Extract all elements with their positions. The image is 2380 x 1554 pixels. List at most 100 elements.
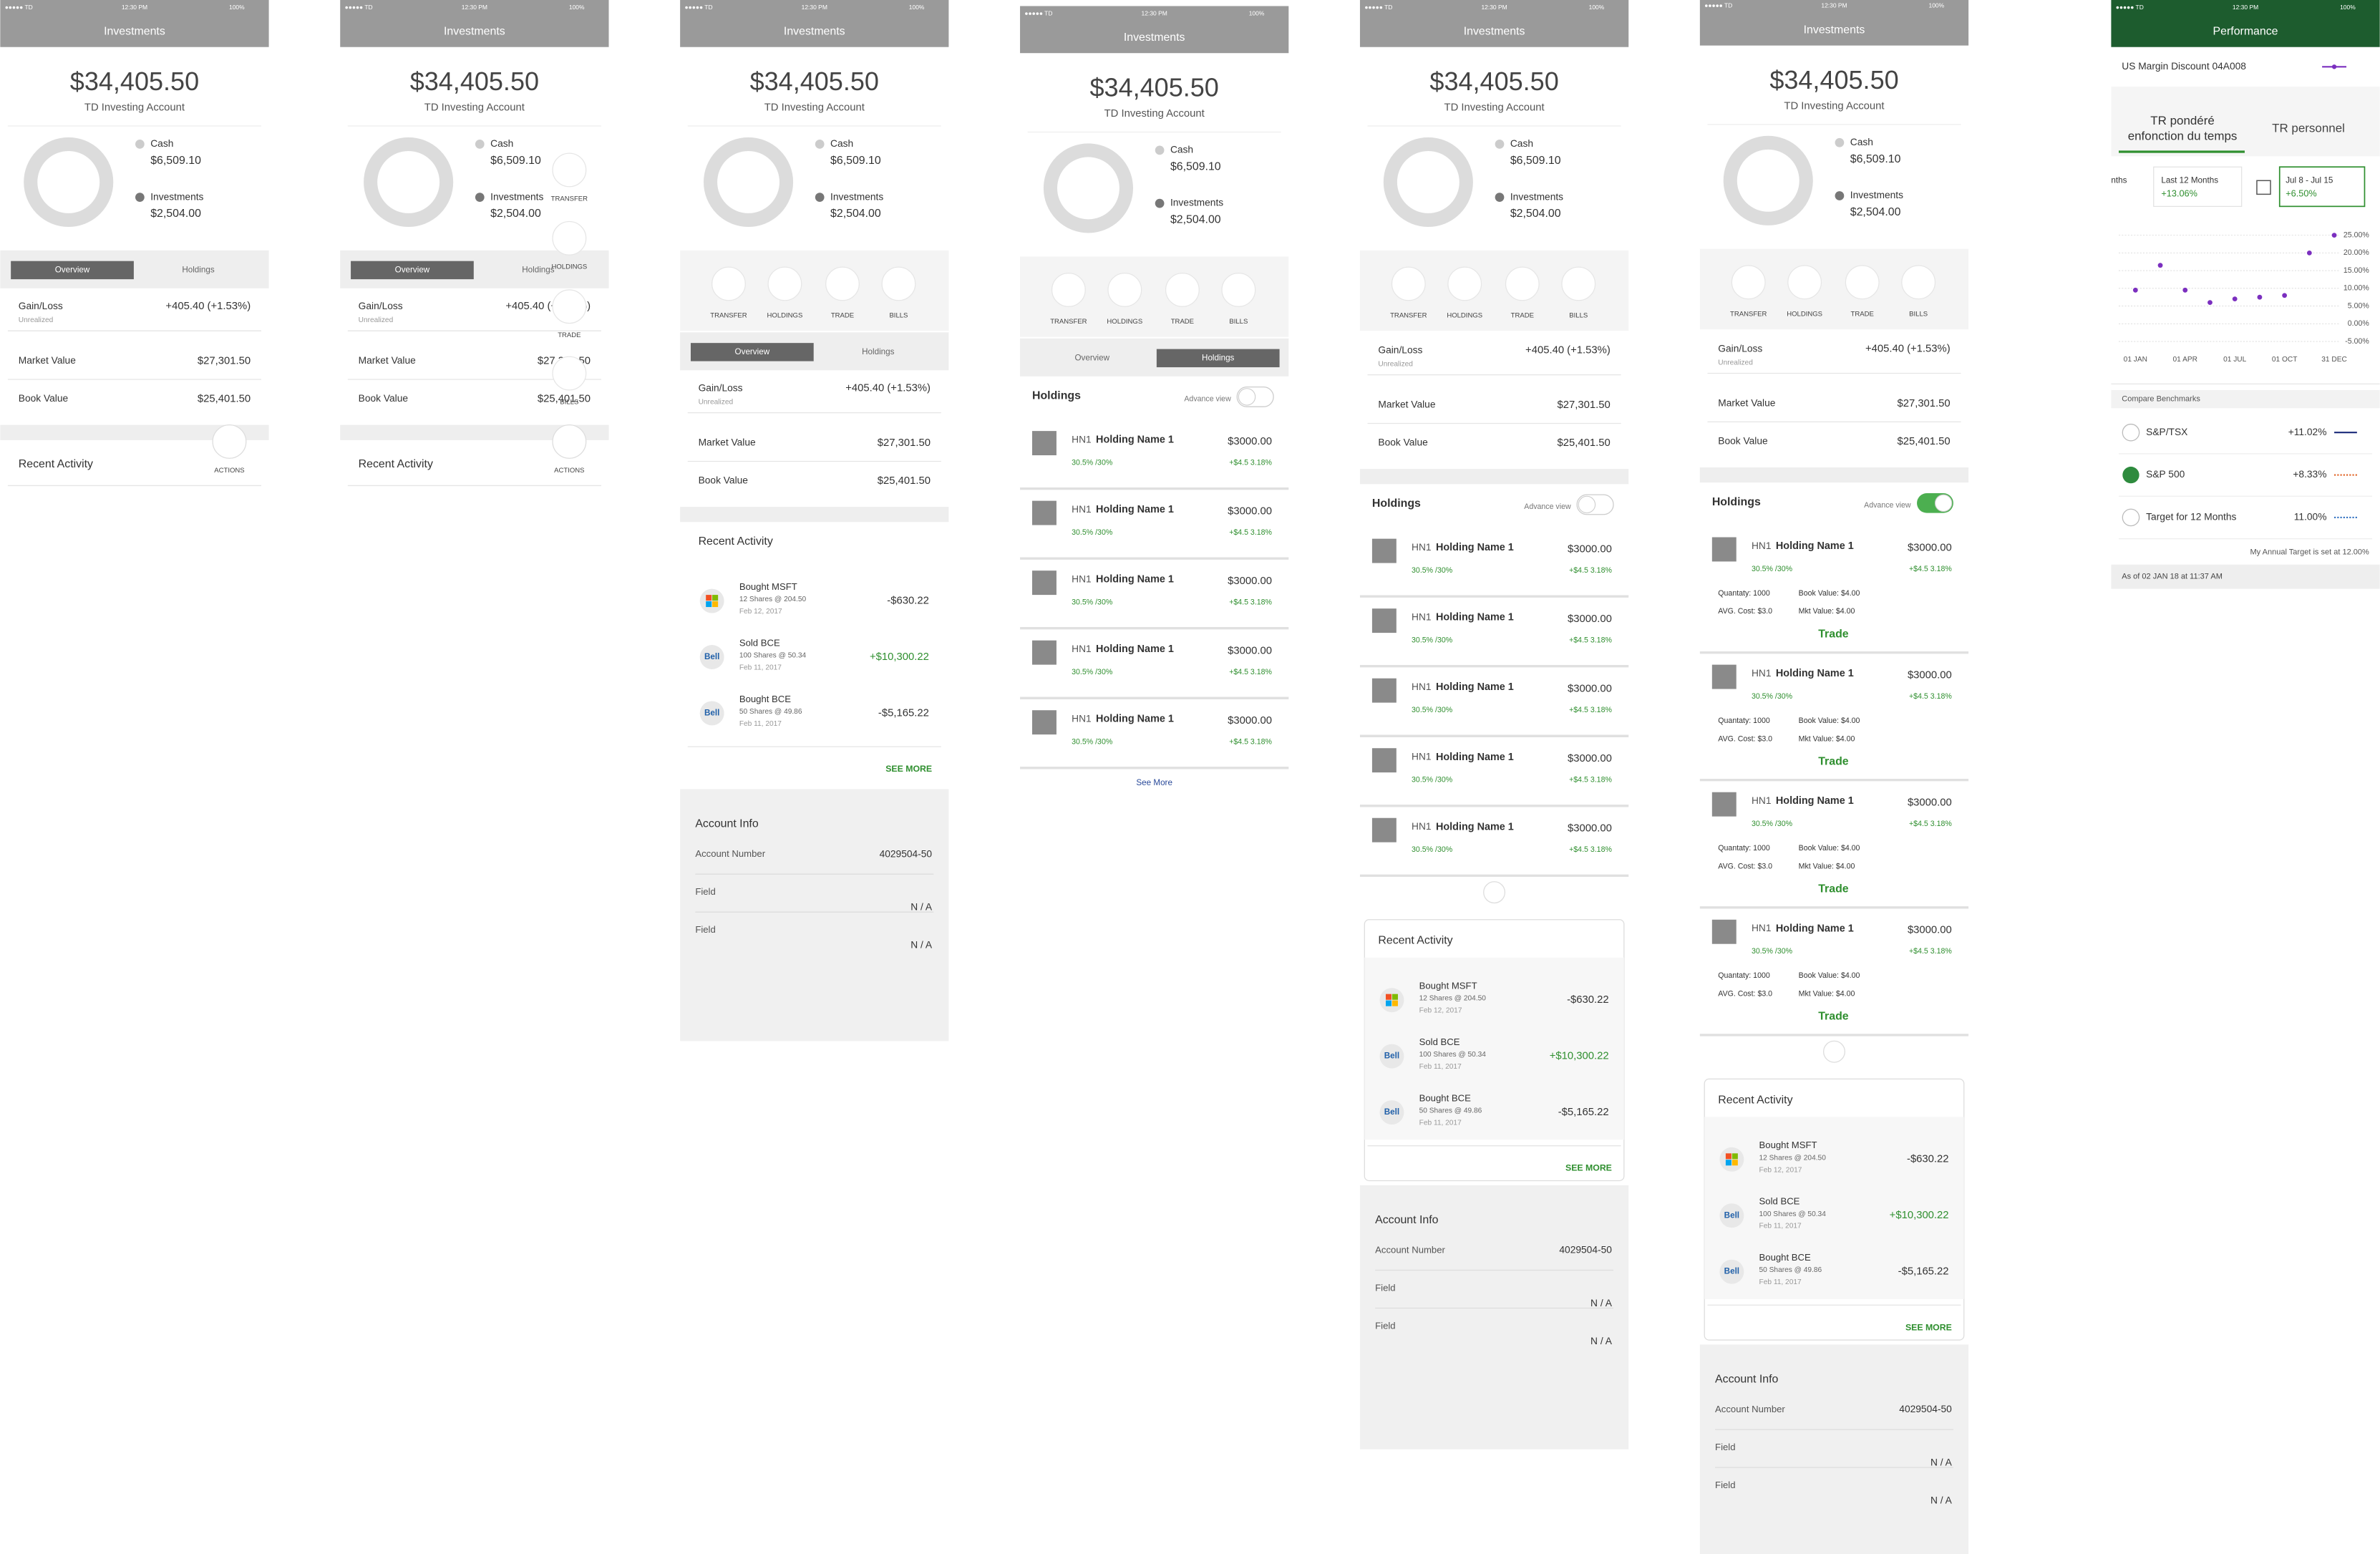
row-value: $25,401.50: [1897, 436, 1950, 447]
action-button[interactable]: [552, 220, 587, 256]
tab-label[interactable]: Holdings: [182, 265, 215, 274]
benchmark-name: S&P/TSX: [2146, 427, 2187, 437]
action-button[interactable]: [552, 152, 587, 188]
holding-code: HN1: [1412, 681, 1432, 692]
tab-label[interactable]: Holdings: [522, 265, 555, 274]
see-more[interactable]: SEE MORE: [1565, 1163, 1612, 1173]
action-label: TRADE: [1851, 310, 1874, 318]
logo-square: [712, 595, 719, 601]
see-more[interactable]: SEE MORE: [1905, 1322, 1952, 1332]
holding-thumb: [1371, 608, 1397, 633]
action-label: TRANSFER: [551, 195, 588, 203]
row-label: Market Value: [19, 355, 76, 366]
tab[interactable]: [351, 261, 474, 280]
legend-dot: [1495, 140, 1505, 149]
account-name: TD Investing Account: [1104, 108, 1205, 120]
carrier: ●●●●● TD: [2116, 4, 2144, 11]
action-button[interactable]: [711, 266, 746, 301]
period-value: +6.50%: [2286, 188, 2317, 199]
row-value: +405.40 (+1.53%): [1865, 344, 1951, 355]
action-label: BILLS: [889, 311, 908, 319]
nav-bar: [1020, 6, 1289, 54]
holding-allocation: 30.5% /30%: [1412, 706, 1453, 714]
row-value: $25,401.50: [198, 394, 251, 405]
trade-button[interactable]: Trade: [1818, 628, 1849, 640]
legend-dot: [475, 193, 485, 202]
checkbox[interactable]: [2122, 508, 2140, 527]
tab-label[interactable]: Overview: [395, 265, 430, 274]
actions-fab[interactable]: [212, 424, 247, 459]
action-button[interactable]: [1787, 265, 1822, 300]
tab-label[interactable]: TR personnel: [2272, 122, 2345, 135]
action-button[interactable]: [1107, 272, 1142, 307]
period-label: Jul 8 - Jul 15: [2286, 175, 2333, 185]
action-button[interactable]: [767, 266, 802, 301]
see-more[interactable]: SEE MORE: [885, 764, 932, 774]
x-tick-label: 01 JUL: [2223, 356, 2247, 364]
action-button[interactable]: [1505, 266, 1540, 301]
tab[interactable]: [11, 261, 134, 280]
time: 12:30 PM: [1142, 9, 1167, 16]
action-button[interactable]: [825, 266, 860, 301]
trade-button[interactable]: Trade: [1818, 883, 1849, 895]
tab[interactable]: [690, 343, 814, 361]
card-list: [1364, 957, 1624, 1140]
action-button[interactable]: [1561, 266, 1596, 301]
battery: 100%: [569, 4, 585, 11]
legend-value: $2,504.00: [1170, 214, 1221, 226]
activity-title: Sold BCE: [1759, 1196, 1800, 1207]
action-button[interactable]: [1731, 265, 1766, 300]
legend-dot: [2331, 64, 2337, 69]
row-label: Book Value: [19, 393, 69, 404]
tab-label[interactable]: TR pondéré: [2150, 114, 2215, 127]
action-button[interactable]: [1447, 266, 1482, 301]
section-title: Holdings: [1372, 497, 1421, 510]
tab-label[interactable]: enfonction du temps: [2128, 129, 2238, 142]
y-tick-label: -5.00%: [2345, 337, 2369, 346]
tab-label[interactable]: Overview: [735, 347, 770, 356]
action-button[interactable]: [1051, 272, 1086, 307]
legend-value: $6,509.10: [830, 155, 881, 167]
tab-label[interactable]: Overview: [1074, 353, 1109, 362]
tab-label[interactable]: Overview: [55, 265, 90, 274]
actions-fab[interactable]: [552, 424, 587, 459]
account-selector[interactable]: US Margin Discount 04A008: [2122, 61, 2246, 72]
y-tick-label: 25.00%: [2343, 230, 2370, 239]
tab[interactable]: [1156, 349, 1280, 368]
checkbox[interactable]: [2122, 423, 2140, 442]
nav-title: Investments: [1464, 26, 1525, 38]
trade-button[interactable]: Trade: [1818, 1011, 1849, 1023]
holding-quantity: Quantaty: 1000: [1718, 971, 1770, 980]
action-label: TRADE: [1171, 318, 1194, 326]
action-button[interactable]: [552, 356, 587, 391]
row-sub: Unrealized: [1378, 361, 1413, 369]
legend-value: $2,504.00: [150, 208, 201, 220]
action-button[interactable]: [1221, 272, 1256, 307]
info-label: Account Number: [695, 848, 765, 859]
action-label: BILLS: [560, 398, 578, 406]
action-button[interactable]: [1391, 266, 1426, 301]
holding-thumb: [1711, 664, 1737, 689]
checkbox[interactable]: [2122, 466, 2139, 484]
tab-label[interactable]: Holdings: [862, 347, 895, 356]
action-button[interactable]: [1901, 265, 1936, 300]
row-value: $27,301.50: [1558, 399, 1611, 411]
nav-title: Performance: [2213, 26, 2278, 38]
period-label: nths: [2111, 175, 2127, 185]
period-card: [2153, 166, 2243, 207]
tab-label[interactable]: Holdings: [1202, 353, 1235, 362]
row-label: Market Value: [359, 355, 416, 366]
expand-button[interactable]: [1483, 881, 1506, 904]
action-button[interactable]: [1845, 265, 1880, 300]
action-button[interactable]: [881, 266, 916, 301]
nav-title: Investments: [1124, 31, 1185, 44]
action-button[interactable]: [1165, 272, 1200, 307]
logo-square: [712, 601, 719, 608]
expand-button[interactable]: [1823, 1040, 1845, 1063]
legend-value: $6,509.10: [1170, 160, 1221, 173]
legend-label: Cash: [1170, 145, 1193, 155]
see-more[interactable]: See More: [1136, 778, 1172, 787]
legend-dot: [475, 140, 485, 149]
trade-button[interactable]: Trade: [1818, 756, 1849, 768]
action-button[interactable]: [552, 289, 587, 324]
